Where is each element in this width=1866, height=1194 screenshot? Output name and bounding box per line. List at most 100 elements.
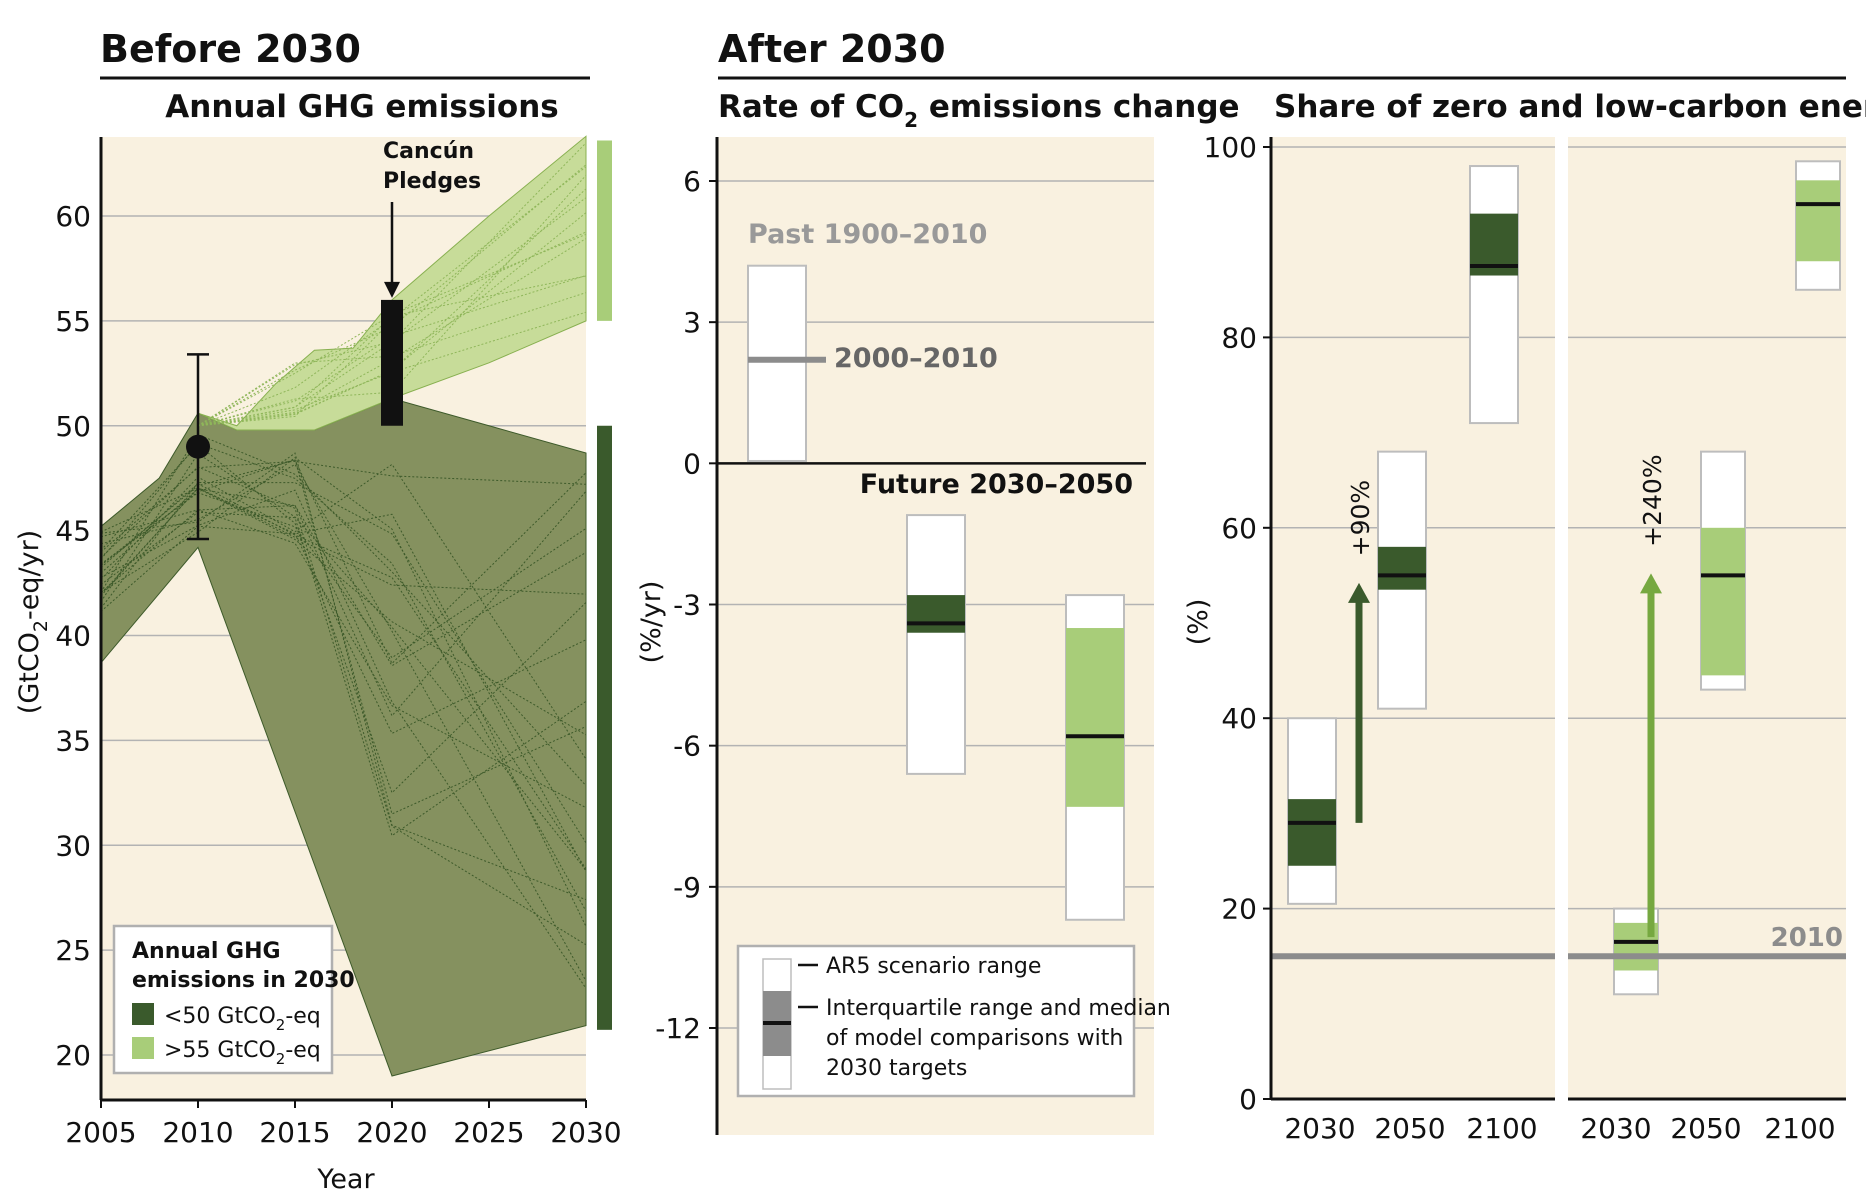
past-2000-2010-label: 2000–2010 <box>834 343 998 374</box>
scenario-pathway-low <box>100 463 587 760</box>
scenario-pathway-high <box>197 311 587 427</box>
annual-y-tick-label: 25 <box>55 934 91 967</box>
share-y-tick-label: 100 <box>1204 131 1257 164</box>
share-x-tick-label: 2050 <box>1670 1112 1741 1145</box>
share-y-tick-label: 60 <box>1221 512 1257 545</box>
before-2030-heading: Before 2030 <box>100 27 361 71</box>
scenario-pathway-low <box>100 433 587 787</box>
scenario-pathway-high <box>197 164 587 427</box>
share-y-axis-title: (%) <box>1183 599 1214 646</box>
rate-y-tick-label: 3 <box>683 306 701 339</box>
share-high-2050-interquartile <box>1701 527 1745 676</box>
future-box-low-range <box>906 514 966 775</box>
rate-y-tick-label: -9 <box>673 871 701 904</box>
scenario-pathway-low <box>100 486 587 597</box>
scenario-pathway-low <box>100 460 587 553</box>
scenario-pathway-high <box>197 233 587 427</box>
scenario-pathway-low <box>100 466 587 946</box>
future-label: Future 2030–2050 <box>860 469 1133 500</box>
share-high-2100-interquartile <box>1796 180 1840 262</box>
future-box-low-interquartile <box>907 595 965 633</box>
rate-y-tick-label: 6 <box>683 165 701 198</box>
scenario-pathway-low <box>100 482 587 844</box>
legend-swatch-low <box>132 1003 154 1025</box>
annual-x-tick-label: 2005 <box>65 1116 136 1149</box>
scenario-pathway-low <box>100 443 587 912</box>
rate-legend-item2-line2: of model comparisons with <box>826 1026 1123 1051</box>
legend-label-low: <50 GtCO2-eq <box>164 1004 321 1034</box>
share-y-tick-label: 0 <box>1239 1083 1257 1116</box>
annual-y-tick-label: 40 <box>55 620 91 653</box>
share-y-tick-label: 20 <box>1221 893 1257 926</box>
annual-x-tick-label: 2020 <box>356 1116 427 1149</box>
scenario-pathway-low <box>100 509 587 809</box>
scenario-pathway-low <box>100 488 587 717</box>
share-x-tick-label: 2030 <box>1580 1112 1651 1145</box>
share-increase-label: +90% <box>1346 480 1375 557</box>
rate-y-tick-label: 0 <box>683 447 701 480</box>
cancun-pledges-arrow-head <box>384 281 400 298</box>
scenario-pathway-low <box>100 456 587 927</box>
annual-y-tick-label: 60 <box>55 200 91 233</box>
share-y-tick-label: 80 <box>1221 321 1257 354</box>
scenario-pathway-high <box>197 231 587 427</box>
scenario-pathway-high <box>197 188 587 427</box>
annual-x-axis-title: Year <box>316 1164 375 1194</box>
scenario-pathway-high <box>197 174 587 427</box>
scenario-pathway-low <box>100 513 587 872</box>
share-x-tick-label: 2100 <box>1764 1112 1835 1145</box>
share-x-tick-label: 2050 <box>1374 1112 1445 1145</box>
annual-legend-title-line1: Annual GHG <box>132 939 281 964</box>
scenario-pathway-low <box>100 511 587 837</box>
after-2030-heading: After 2030 <box>718 27 946 71</box>
scenario-pathway-low <box>100 452 587 901</box>
scenario-pathway-low <box>100 505 587 667</box>
cancun-pledges-bar <box>381 299 403 426</box>
share-increase-arrow-head <box>1640 573 1662 594</box>
annual-y-axis-title: (GtCO2-eq/yr) <box>14 530 52 714</box>
scenario-pathway-low <box>100 489 587 989</box>
rate-legend-item2-line1: Interquartile range and median <box>826 996 1171 1021</box>
share-x-tick-label: 2100 <box>1466 1112 1537 1145</box>
legend-swatch-high <box>132 1037 154 1059</box>
share-low-2100-range <box>1469 165 1519 425</box>
rate-co2-title: Rate of CO2 emissions change <box>718 89 1240 132</box>
scenario-pathway-high <box>197 238 587 427</box>
annual-y-tick-label: 35 <box>55 724 91 757</box>
future-box-high-interquartile <box>1066 628 1124 807</box>
scenario-pathway-high <box>197 142 587 427</box>
scenario-pathway-high <box>197 292 587 427</box>
annual-legend-title-line2: emissions in 2030 <box>132 968 355 993</box>
rate-y-tick-label: -6 <box>673 730 701 763</box>
share-2010-reference-label: 2010 <box>1771 923 1843 953</box>
share-low-2030-interquartile <box>1288 799 1336 866</box>
annual-y-tick-label: 55 <box>55 305 91 338</box>
annual-x-tick-label: 2030 <box>550 1116 621 1149</box>
scenario-pathway-high <box>197 166 587 427</box>
scenario-pathway-low <box>100 444 587 794</box>
share-low-carbon-title: Share of zero and low-carbon energy <box>1274 89 1866 125</box>
annual-y-tick-label: 45 <box>55 515 91 548</box>
scenario-pathway-low <box>100 463 587 982</box>
rate-y-tick-label: -12 <box>655 1012 701 1045</box>
annual-ghg-title: Annual GHG emissions <box>165 89 558 125</box>
range-bar-high-emissions <box>597 140 612 321</box>
scenario-pathway-low <box>100 487 587 736</box>
annual-x-tick-label: 2015 <box>259 1116 330 1149</box>
cancun-label-line2: Pledges <box>383 169 481 194</box>
rate-legend-box <box>736 944 1136 1098</box>
rate-y-axis-title: (%/yr) <box>636 581 667 664</box>
high-emission-scenario-area <box>197 135 587 431</box>
rate-legend-item1: AR5 scenario range <box>826 954 1041 979</box>
annual-y-tick-label: 20 <box>55 1039 91 1072</box>
share-low-2050-interquartile <box>1378 546 1426 590</box>
annual-y-tick-label: 50 <box>55 410 91 443</box>
rate-y-tick-label: -3 <box>673 589 701 622</box>
scenario-pathway-low <box>100 453 587 871</box>
share-y-tick-label: 40 <box>1221 702 1257 735</box>
annual-x-tick-label: 2025 <box>453 1116 524 1149</box>
annual-y-tick-label: 30 <box>55 829 91 862</box>
scenario-pathway-low <box>100 487 587 735</box>
share-x-tick-label: 2030 <box>1284 1112 1355 1145</box>
